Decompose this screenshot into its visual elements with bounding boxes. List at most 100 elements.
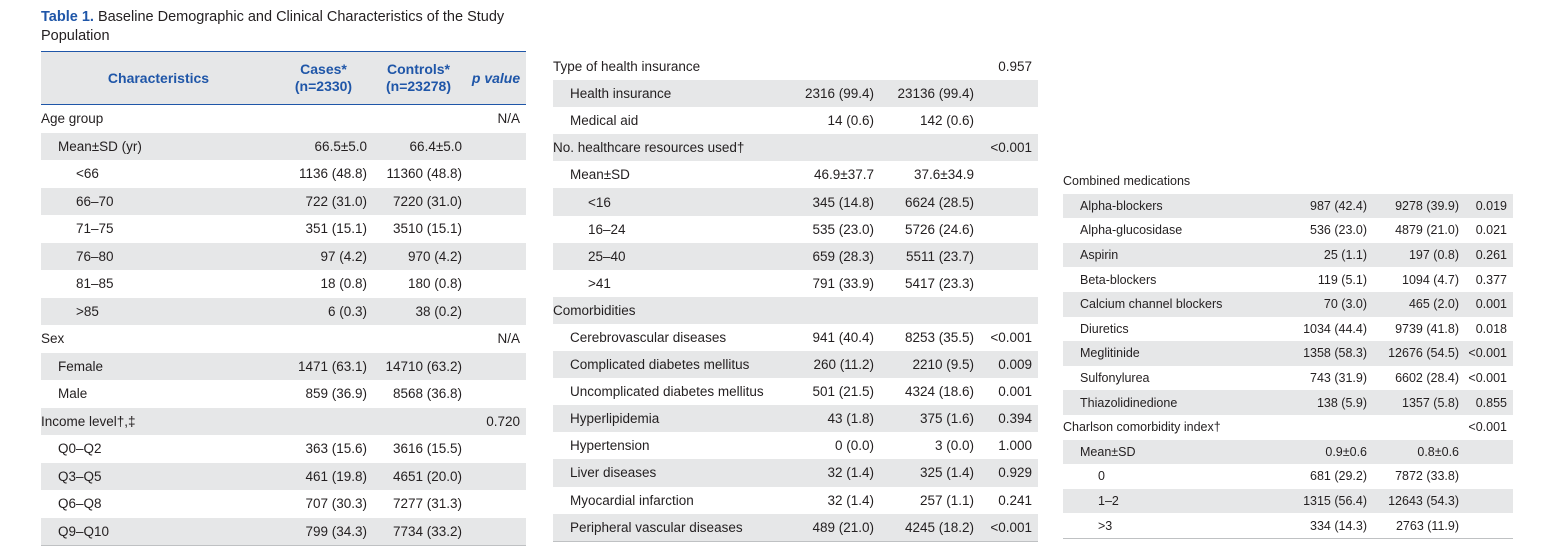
controls-value: 8568 (36.8) <box>392 386 462 402</box>
table-row: No. healthcare resources used† <0.001 <box>553 134 1038 162</box>
table-row: Male 859 (36.9) 8568 (36.8) <box>41 380 526 408</box>
cases-value: 260 (11.2) <box>788 351 878 379</box>
table-row: Diuretics 1034 (44.4) 9739 (41.8) 0.018 <box>1063 317 1513 342</box>
row-label: Medical aid <box>570 113 639 129</box>
cases-value: 1471 (63.1) <box>276 352 371 380</box>
table-row: Myocardial infarction 32 (1.4) 257 (1.1) 0.… <box>553 487 1038 514</box>
table-row: 16–24 535 (23.0) 5726 (24.6) <box>553 216 1038 243</box>
controls-value: 4245 (18.2) <box>878 513 978 542</box>
row-label: Q3–Q5 <box>41 462 276 490</box>
table-row: <66 1136 (48.8) 11360 (48.8) <box>41 160 526 188</box>
controls-value: 7872 (33.8) <box>1395 469 1459 484</box>
cases-value <box>276 325 371 353</box>
row-label: Type of health insurance <box>553 59 701 75</box>
p-value: N/A <box>466 104 526 133</box>
controls-value: 12643 (54.3) <box>1371 488 1463 514</box>
p-value: N/A <box>497 331 520 347</box>
table-row: >41 791 (33.9) 5417 (23.3) <box>553 270 1038 297</box>
controls-value <box>878 296 978 324</box>
controls-value: 1357 (5.8) <box>1371 390 1463 415</box>
table-row: Combined medications <box>1063 169 1513 194</box>
table-row: Sulfonylurea 743 (31.9) 6602 (28.4) <0.001 <box>1063 366 1513 391</box>
controls-value: 3 (0.0) <box>934 438 974 454</box>
table-row: Type of health insurance 0.957 <box>553 53 1038 80</box>
row-label: Female <box>41 352 276 380</box>
table-row: Uncomplicated diabetes mellitus 501 (21.5… <box>553 378 1038 405</box>
cases-value <box>1283 169 1371 194</box>
cases-value: 363 (15.6) <box>305 441 367 457</box>
cases-value: 535 (23.0) <box>812 221 874 237</box>
cases-value <box>788 53 878 80</box>
p-value: 0.001 <box>1463 291 1513 317</box>
cases-value: 345 (14.8) <box>788 188 878 216</box>
table-row: Aspirin 25 (1.1) 197 (0.8) 0.261 <box>1063 242 1513 268</box>
cases-value: 14 (0.6) <box>827 113 874 129</box>
cases-value: 1315 (56.4) <box>1283 488 1371 514</box>
row-label: Sulfonylurea <box>1080 371 1150 386</box>
row-label: 25–40 <box>553 242 788 270</box>
table-row: Q3–Q5 461 (19.8) 4651 (20.0) <box>41 462 526 490</box>
row-label: Mean±SD (yr) <box>41 132 276 160</box>
table-row: Q9–Q10 799 (34.3) 7734 (33.2) <box>41 517 526 546</box>
p-value <box>466 242 526 270</box>
controls-value: 142 (0.6) <box>919 113 974 129</box>
row-label: >41 <box>588 275 611 291</box>
table-row: Complicated diabetes mellitus 260 (11.2) 2… <box>553 351 1038 379</box>
table-row: Meglitinide 1358 (58.3) 12676 (54.5) <0.001 <box>1063 341 1513 366</box>
table-row: Calcium channel blockers 70 (3.0) 465 (2.0… <box>1063 291 1513 317</box>
table-row: 66–70 722 (31.0) 7220 (31.0) <box>41 187 526 215</box>
cases-value: 18 (0.8) <box>320 276 367 292</box>
controls-value: 197 (0.8) <box>1371 242 1463 268</box>
controls-value <box>371 104 466 133</box>
table-row: Health insurance 2316 (99.4) 23136 (99.4) <box>553 80 1038 108</box>
controls-value: 2210 (9.5) <box>878 351 978 379</box>
cases-value: 722 (31.0) <box>276 187 371 215</box>
p-value: 0.261 <box>1463 242 1513 268</box>
medications-table: Combined medications Alpha-blockers 987 (4… <box>1063 169 1513 539</box>
comorbidities-table: Type of health insurance 0.957 Health insu… <box>553 53 1038 542</box>
header-cases-label: Cases* <box>300 61 347 77</box>
header-controls-label: Controls* <box>387 61 450 77</box>
table-row: Thiazolidinedione 138 (5.9) 1357 (5.8) 0.85… <box>1063 390 1513 415</box>
table-row: Hypertension 0 (0.0) 3 (0.0) 1.000 <box>553 432 1038 459</box>
p-value <box>466 517 526 546</box>
p-value: 0.957 <box>998 59 1032 75</box>
controls-value: 11360 (48.8) <box>386 166 462 182</box>
header-controls: Controls* (n=23278) <box>371 51 466 105</box>
table-row: Mean±SD 46.9±37.7 37.6±34.9 <box>553 161 1038 188</box>
cases-value: 799 (34.3) <box>276 517 371 546</box>
controls-value: 6602 (28.4) <box>1395 371 1459 386</box>
row-label: <16 <box>553 188 788 216</box>
table-panel-demographics: Characteristics Cases* (n=2330) Controls… <box>41 51 526 546</box>
medications-body: Combined medications Alpha-blockers 987 (4… <box>1063 169 1513 539</box>
table-header-row: Characteristics Cases* (n=2330) Controls… <box>41 51 526 105</box>
p-value <box>466 490 526 518</box>
cases-value: 66.5±5.0 <box>276 132 371 160</box>
cases-value: 707 (30.3) <box>305 496 367 512</box>
table-row: Cerebrovascular diseases 941 (40.4) 8253 (… <box>553 324 1038 351</box>
row-label: Hypertension <box>570 438 650 454</box>
controls-value <box>1371 169 1463 194</box>
table-row: Mean±SD 0.9±0.6 0.8±0.6 <box>1063 439 1513 465</box>
cases-value: 461 (19.8) <box>276 462 371 490</box>
row-label: Q0–Q2 <box>58 441 102 457</box>
cases-value: 70 (3.0) <box>1283 291 1371 317</box>
p-value: 0.855 <box>1463 390 1513 415</box>
row-label: No. healthcare resources used† <box>553 134 788 162</box>
p-value <box>978 242 1038 270</box>
table-row: Liver diseases 32 (1.4) 325 (1.4) 0.929 <box>553 459 1038 487</box>
row-label: 0 <box>1098 469 1105 484</box>
table-row: 25–40 659 (28.3) 5511 (23.7) <box>553 242 1038 270</box>
table-row: Age group N/A <box>41 104 526 133</box>
table-number: Table 1. <box>41 9 94 25</box>
controls-value: 66.4±5.0 <box>371 132 466 160</box>
table-row: <16 345 (14.8) 6624 (28.5) <box>553 188 1038 216</box>
controls-value: 4324 (18.6) <box>904 384 974 400</box>
p-value <box>466 132 526 160</box>
table-row: Charlson comorbidity index† <0.001 <box>1063 415 1513 440</box>
table-panel-comorbidities: Type of health insurance 0.957 Health insu… <box>553 53 1038 542</box>
p-value: <0.001 <box>1468 420 1507 435</box>
p-value <box>1463 513 1513 539</box>
p-value: 0.241 <box>998 492 1032 508</box>
table-row: Mean±SD (yr) 66.5±5.0 66.4±5.0 <box>41 132 526 160</box>
